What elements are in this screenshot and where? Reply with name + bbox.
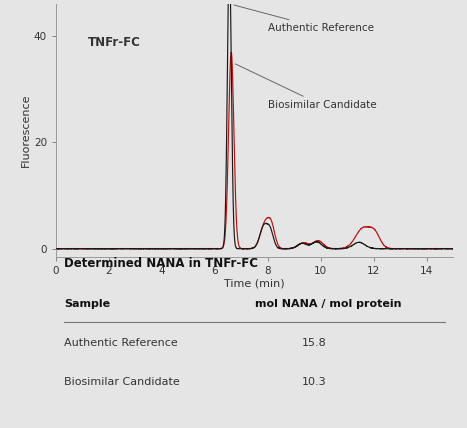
Text: 10.3: 10.3 — [302, 377, 327, 387]
Y-axis label: Fluorescence: Fluorescence — [21, 94, 31, 167]
Text: mol NANA / mol protein: mol NANA / mol protein — [255, 299, 401, 309]
Text: Sample: Sample — [64, 299, 110, 309]
Text: Determined NANA in TNFr-FC: Determined NANA in TNFr-FC — [64, 257, 258, 270]
Text: 15.8: 15.8 — [302, 338, 327, 348]
Text: Authentic Reference: Authentic Reference — [234, 5, 374, 33]
Text: Biosimilar Candidate: Biosimilar Candidate — [64, 377, 180, 387]
Text: Biosimilar Candidate: Biosimilar Candidate — [235, 64, 376, 110]
Text: TNFr-FC: TNFr-FC — [88, 36, 141, 49]
X-axis label: Time (min): Time (min) — [224, 279, 285, 288]
Text: Authentic Reference: Authentic Reference — [64, 338, 178, 348]
